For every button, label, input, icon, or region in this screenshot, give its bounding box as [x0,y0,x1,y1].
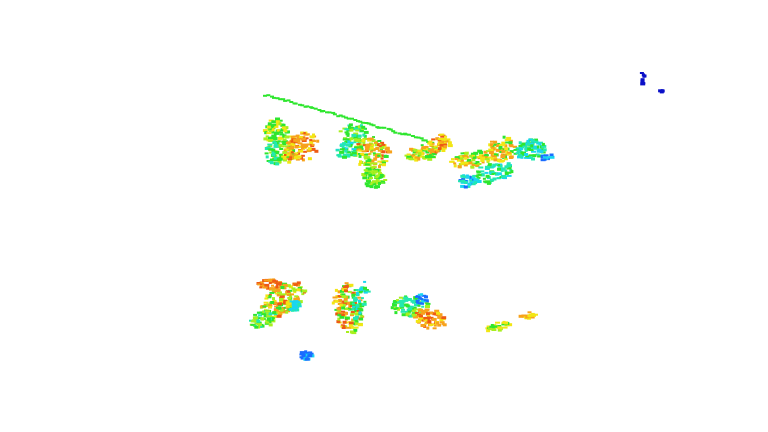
lower-row-middle-cluster [331,280,371,335]
lower-row-center-cluster [390,293,447,330]
top-right-outlier-points [639,72,665,94]
lower-row-small-right-clusters [485,311,538,333]
upper-row-left-cluster [262,117,320,166]
lower-row-left-cluster [249,278,308,329]
upper-row-right-cluster [404,133,555,189]
upper-row-middle-cluster [335,123,393,189]
lower-blue-blob [299,350,315,361]
upper-diagonal-green-line [263,94,435,144]
